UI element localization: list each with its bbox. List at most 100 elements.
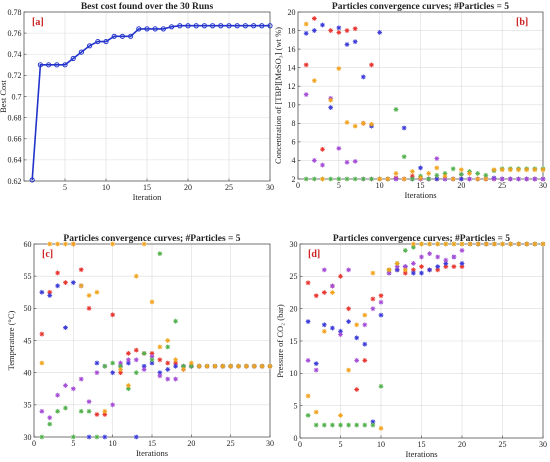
particle-point — [394, 261, 400, 266]
particle-point — [516, 241, 522, 247]
particle-point — [305, 393, 311, 399]
particle-point — [336, 25, 342, 31]
particle-point — [311, 158, 317, 163]
particle-point — [467, 176, 472, 182]
particle-point — [313, 293, 319, 299]
x-tick-label: 5 — [63, 183, 67, 192]
particle-point — [435, 264, 441, 270]
particle-point — [110, 402, 116, 408]
particle-point — [321, 328, 327, 334]
particle-point — [475, 176, 481, 182]
panel-tag: [c] — [42, 249, 53, 260]
data-point-marker — [128, 33, 134, 39]
x-tick-label: 30 — [266, 183, 274, 192]
particle-point — [524, 241, 530, 247]
data-point-marker — [95, 38, 101, 45]
particle-point — [244, 363, 249, 369]
particle-point — [499, 176, 505, 182]
particle-point — [133, 357, 139, 363]
data-point-marker — [46, 62, 52, 68]
x-tick-label: 0 — [32, 439, 36, 448]
particle-point — [303, 30, 309, 36]
y-axis-label: Concentration of [TBP][MeSO₃] (wt %) — [273, 27, 283, 164]
data-point-marker — [103, 38, 109, 45]
y-tick-label: 12 — [288, 82, 296, 91]
panel-d-pressure: 0 5 10 15 20 25 30 0 5 10 15 20 25 30 Particles conver… — [275, 234, 547, 459]
y-tick-label: 25 — [290, 272, 298, 281]
x-tick-label: 25 — [498, 181, 506, 190]
chart-title: Particles convergence curves; #Particles… — [333, 234, 510, 244]
particle-point — [204, 363, 210, 369]
particle-point — [165, 360, 171, 366]
particle-point — [352, 39, 358, 45]
panel-tag: [a] — [32, 17, 44, 28]
particle-point — [386, 270, 392, 276]
particle-point — [427, 267, 432, 273]
particle-point — [370, 422, 376, 428]
particle-point — [369, 121, 374, 127]
particle-point — [165, 344, 171, 350]
particle-point — [426, 176, 432, 182]
particle-point — [459, 241, 465, 247]
particle-point — [451, 241, 457, 247]
data-point-marker — [234, 23, 240, 29]
particle-point — [110, 312, 116, 318]
y-tick-label: 50 — [24, 304, 32, 313]
y-axis-label: Pressure of CO₂ (bar) — [275, 304, 285, 378]
particle-point — [330, 283, 335, 289]
data-point-marker — [185, 23, 191, 29]
particle-point — [402, 264, 408, 270]
particle-point — [70, 241, 76, 247]
particle-point — [86, 399, 92, 405]
particle-point — [173, 318, 178, 324]
particle-point — [149, 350, 155, 356]
data-point-marker — [70, 55, 76, 62]
panel-tag: [d] — [308, 249, 320, 260]
particle-point — [149, 360, 155, 366]
particle-point — [39, 408, 45, 414]
particle-point — [94, 412, 100, 417]
particle-point — [94, 434, 100, 440]
particle-point — [346, 267, 351, 273]
particle-point — [507, 176, 513, 182]
particle-point — [459, 248, 465, 253]
particle-point — [141, 241, 147, 247]
particle-point — [47, 293, 53, 298]
particle-point — [344, 42, 350, 47]
particle-point — [344, 159, 350, 165]
particle-point — [70, 280, 76, 285]
particle-point — [434, 172, 440, 178]
x-tick-label: 20 — [184, 183, 192, 192]
particle-point — [321, 267, 327, 273]
data-point-marker — [160, 26, 166, 32]
particle-point — [330, 290, 335, 295]
particle-point — [39, 289, 45, 295]
x-tick-label: 30 — [539, 440, 547, 449]
particle-point — [459, 261, 465, 266]
particle-point — [78, 283, 84, 289]
particle-point — [346, 367, 351, 373]
y-tick-label: 0 — [294, 434, 298, 443]
particle-point — [336, 145, 342, 151]
particle-point — [55, 283, 60, 289]
particle-point — [63, 383, 68, 388]
particle-point — [228, 363, 234, 369]
particle-point — [141, 350, 147, 356]
particle-point — [259, 363, 265, 369]
particle-point — [320, 146, 325, 152]
particle-point — [435, 267, 441, 273]
particle-series-orange — [39, 241, 273, 414]
particle-point — [540, 176, 546, 182]
particle-point — [442, 173, 448, 179]
particle-point — [360, 176, 366, 182]
y-tick-label: 15 — [290, 337, 298, 346]
particle-point — [157, 344, 163, 350]
particle-point — [336, 176, 342, 182]
particle-point — [118, 370, 123, 376]
particle-point — [149, 357, 155, 363]
particle-point — [443, 261, 449, 266]
particle-point — [401, 154, 407, 160]
particle-point — [328, 97, 334, 103]
particle-point — [338, 332, 343, 337]
particle-point — [354, 422, 360, 428]
